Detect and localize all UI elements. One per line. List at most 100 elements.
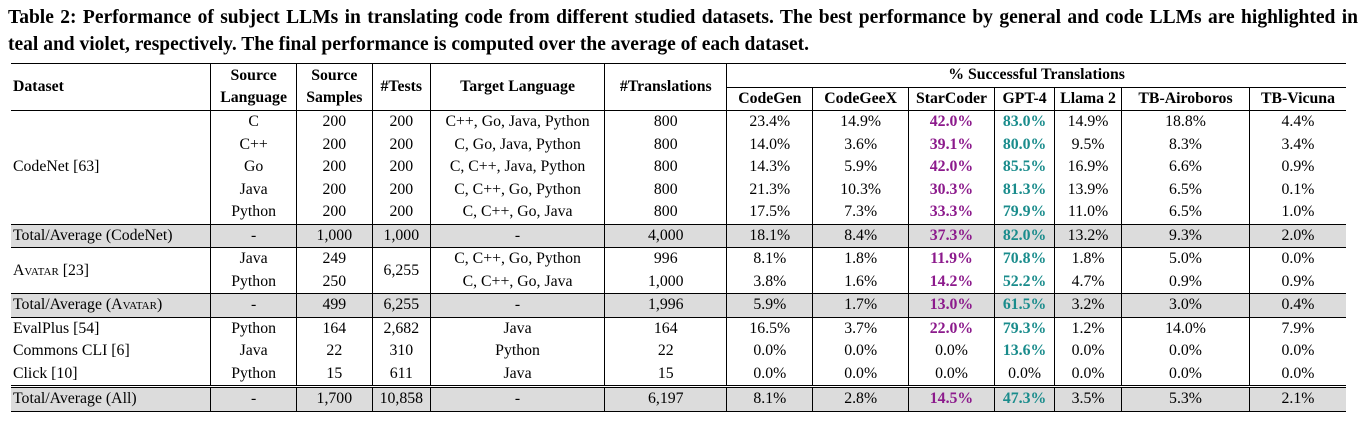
value-cell: 8.1% [726, 247, 813, 271]
value-cell: 5.0% [1121, 247, 1250, 271]
source-language: Python [210, 317, 297, 340]
table-cell: 6,255 [371, 293, 431, 318]
table-row: Java 200 200 C, C++, Go, Python 800 21.3% 10.3… [11, 178, 1346, 201]
value-cell: 3.7% [812, 317, 909, 340]
value-cell: 6.5% [1121, 201, 1250, 224]
tests: 200 [371, 133, 431, 156]
target-language: Java [429, 317, 605, 340]
value-cell: 16.9% [1054, 156, 1122, 179]
translations: 800 [604, 156, 727, 179]
value-cell: 3.5% [1054, 385, 1122, 412]
value-cell: 11.9% [907, 247, 995, 271]
source-samples: 200 [295, 156, 373, 179]
header-target-language: Target Language [429, 63, 605, 111]
table-cell: 1,000 [371, 223, 431, 248]
total-label: Total/Average (Avatar) [11, 293, 211, 318]
value-cell: 42.0% [907, 110, 995, 134]
dataset-name: CodeNet [63] [11, 110, 211, 224]
table-row: C++ 200 200 C, Go, Java, Python 800 14.0% 3.6%… [11, 133, 1346, 156]
value-cell: 23.4% [726, 110, 813, 134]
table-cell: - [429, 385, 605, 412]
value-cell: 5.9% [812, 156, 909, 179]
header-model-codegeex: CodeGeeX [812, 87, 909, 111]
table-caption: Table 2: Performance of subject LLMs in … [8, 7, 1358, 55]
value-cell: 22.0% [907, 317, 995, 340]
header-tests: #Tests [371, 63, 431, 111]
value-cell: 1.6% [812, 270, 909, 294]
value-cell: 1.0% [1248, 201, 1346, 224]
tests: 200 [371, 178, 431, 201]
source-samples: 249 [295, 247, 373, 271]
value-cell: 18.8% [1121, 110, 1250, 134]
translations: 15 [604, 362, 727, 387]
source-language: Python [210, 362, 297, 387]
header-model-llama-2: Llama 2 [1054, 87, 1122, 111]
table-cell: - [210, 385, 297, 412]
translations: 164 [604, 317, 727, 340]
dataset-name: Commons CLI [6] [13, 342, 130, 360]
source-samples: 22 [295, 340, 373, 363]
value-cell: 14.9% [812, 110, 909, 134]
total-label: Total/Average (All) [11, 385, 211, 412]
value-cell: 2.8% [812, 385, 909, 412]
value-cell: 0.0% [907, 362, 995, 387]
value-cell: 3.0% [1121, 293, 1250, 318]
value-cell: 0.4% [1248, 293, 1346, 318]
value-cell: 0.0% [1248, 340, 1346, 363]
total-label: Total/Average (CodeNet) [11, 223, 211, 248]
value-cell: 2.0% [1248, 223, 1346, 248]
value-cell: 1.7% [812, 293, 909, 318]
source-language: Python [210, 270, 297, 294]
value-cell: 9.5% [1054, 133, 1122, 156]
target-language: C, Go, Java, Python [429, 133, 605, 156]
source-language: C++ [210, 133, 297, 156]
value-cell: 14.0% [1121, 317, 1250, 340]
value-cell: 0.0% [812, 362, 909, 387]
value-cell: 30.3% [907, 178, 995, 201]
value-cell: 3.2% [1054, 293, 1122, 318]
value-cell: 0.0% [726, 340, 813, 363]
header-source-samples: Source Samples [295, 63, 373, 111]
tests: 200 [371, 201, 431, 224]
value-cell: 61.5% [994, 293, 1055, 318]
value-cell: 0.9% [1248, 156, 1346, 179]
translations: 800 [604, 133, 727, 156]
source-samples: 250 [295, 270, 373, 294]
header-model-gpt-4: GPT-4 [994, 87, 1055, 111]
source-language: Java [210, 247, 297, 271]
header-model-codegen: CodeGen [726, 87, 813, 111]
table-cell: 499 [295, 293, 373, 318]
value-cell: 0.0% [1054, 362, 1122, 387]
value-cell: 39.1% [907, 133, 995, 156]
value-cell: 3.4% [1248, 133, 1346, 156]
value-cell: 85.5% [994, 156, 1055, 179]
value-cell: 83.0% [994, 110, 1055, 134]
target-language: Python [429, 340, 605, 363]
table-row: Total/Average (CodeNet) -1,000 1,000-4,000… [11, 223, 1346, 248]
value-cell: 13.0% [907, 293, 995, 318]
value-cell: 0.9% [1248, 270, 1346, 294]
value-cell: 14.0% [726, 133, 813, 156]
value-cell: 0.0% [994, 362, 1055, 387]
target-language: C, C++, Go, Java [429, 201, 605, 224]
table-row: Total/Average (Avatar) -499 6,255-1,996 5.9… [11, 293, 1346, 318]
tests: 2,682 [371, 317, 431, 340]
dataset-name: Avatar [23] [13, 261, 90, 279]
value-cell: 82.0% [994, 223, 1055, 248]
value-cell: 9.3% [1121, 223, 1250, 248]
table-cell: - [429, 293, 605, 318]
value-cell: 2.1% [1248, 385, 1346, 412]
value-cell: 8.4% [812, 223, 909, 248]
header-success: % Successful Translations [726, 63, 1346, 88]
tests: 611 [371, 362, 431, 387]
table-row: EvalPlus [54] Python 164 2,682 Java 164 16.5% 3… [11, 317, 1346, 340]
value-cell: 6.5% [1121, 178, 1250, 201]
translations: 800 [604, 110, 727, 134]
tests: 200 [371, 110, 431, 134]
table-row: Go 200 200 C, C++, Java, Python 800 14.3% 5.9%… [11, 156, 1346, 179]
tests: 6,255 [371, 247, 431, 294]
table-cell: 1,700 [295, 385, 373, 412]
table-cell: 1,000 [295, 223, 373, 248]
value-cell: 16.5% [726, 317, 813, 340]
source-samples: 200 [295, 133, 373, 156]
